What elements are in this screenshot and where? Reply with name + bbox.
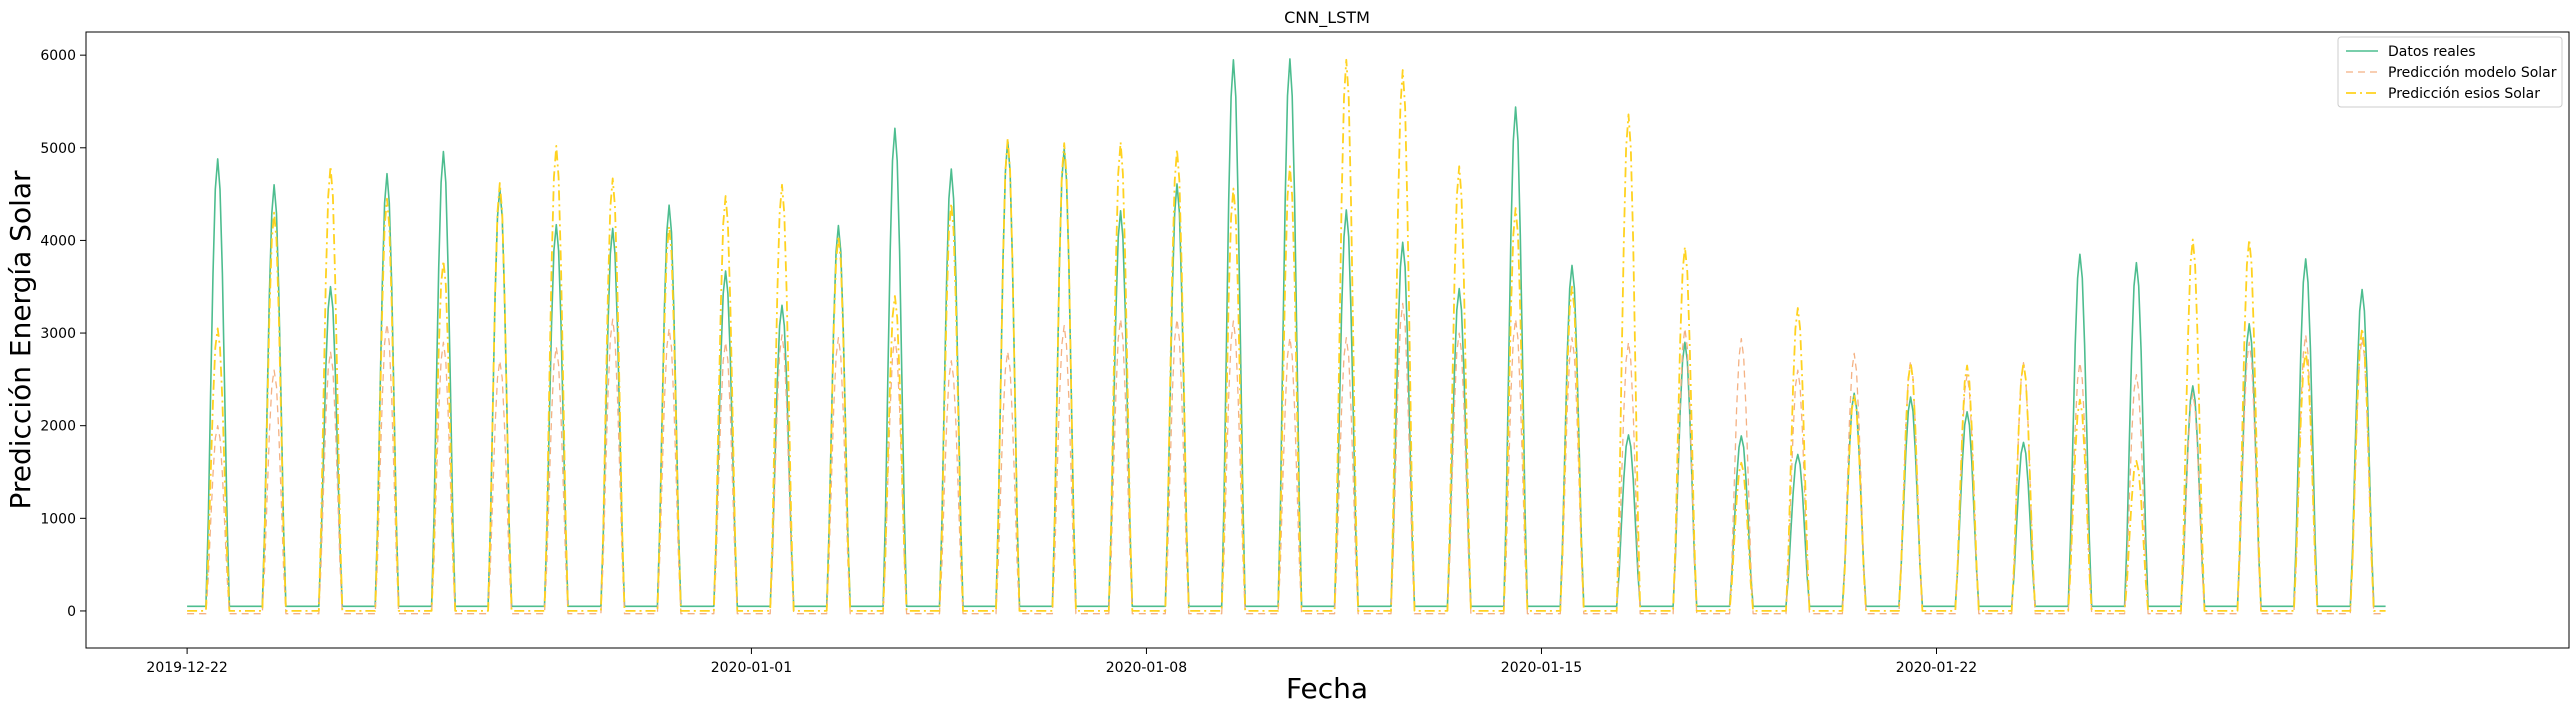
x-tick-label: 2020-01-15 <box>1501 660 1582 676</box>
series-layer <box>187 58 2386 615</box>
y-tick-label: 5000 <box>40 141 76 157</box>
chart-title: CNN_LSTM <box>1284 8 1370 28</box>
legend-box <box>2337 36 2563 108</box>
x-axis-title: Fecha <box>1286 672 1368 705</box>
plot-frame <box>85 31 2570 649</box>
x-tick-label: 2020-01-01 <box>711 660 792 676</box>
y-tick-label: 0 <box>67 604 76 620</box>
series-line-1 <box>187 58 2386 608</box>
y-tick-label: 2000 <box>40 419 76 435</box>
y-tick-label: 1000 <box>40 511 76 527</box>
legend-label: Predicción modelo Solar <box>2388 65 2557 81</box>
legend: Datos reales Predicción modelo Solar Predi… <box>2337 36 2563 108</box>
x-tick-label: 2020-01-22 <box>1896 660 1977 676</box>
x-axis: 2019-12-22 2020-01-01 2020-01-08 2020-01-15… <box>146 648 1977 676</box>
y-tick-label: 6000 <box>40 48 76 64</box>
y-tick-label: 3000 <box>40 326 76 342</box>
x-tick-label: 2020-01-08 <box>1106 660 1187 676</box>
legend-label: Predicción esios Solar <box>2388 86 2540 102</box>
x-tick-label: 2019-12-22 <box>146 660 227 676</box>
y-tick-label: 4000 <box>40 233 76 249</box>
y-axis: 0 1000 2000 3000 4000 5000 6000 <box>40 48 86 620</box>
legend-label: Datos reales <box>2388 44 2476 60</box>
series-line-3 <box>187 58 2386 612</box>
series-line-2 <box>187 302 2386 615</box>
y-axis-title: Predicción Energía Solar <box>4 170 37 510</box>
